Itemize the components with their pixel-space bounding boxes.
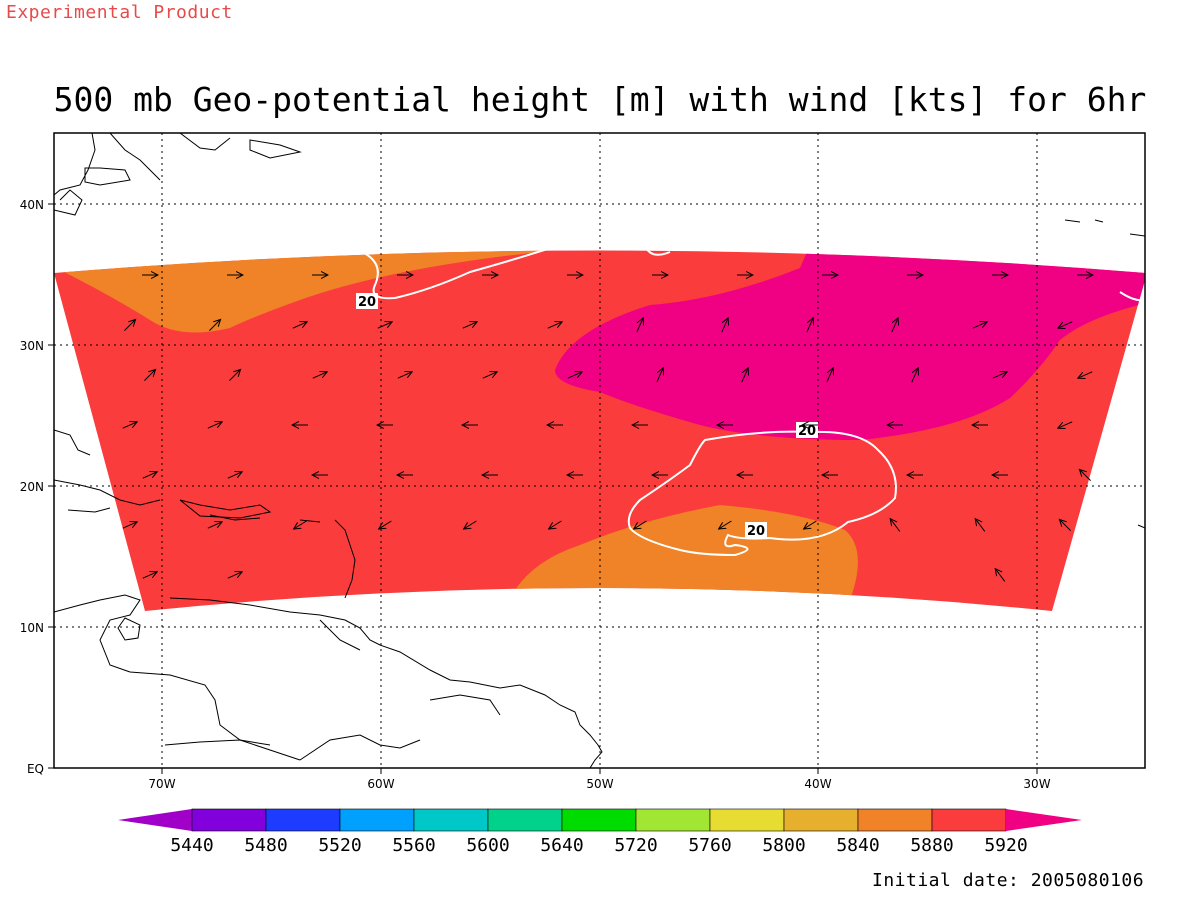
contour-label-text: 20 [747, 524, 765, 539]
colorbar-arrow-right [1006, 809, 1082, 831]
lat-label-20n: 20N [20, 480, 44, 494]
wind-vector [1078, 371, 1093, 378]
wind-vector [464, 520, 477, 529]
colorbar-swatch [931, 808, 1007, 832]
colorbar-swatch [783, 808, 859, 832]
lon-label-30w: 30W [1023, 777, 1050, 791]
lat-label-eq: EQ [27, 762, 44, 776]
contour-label-text: 20 [358, 295, 376, 310]
wind-vector [312, 372, 327, 379]
wind-vector [379, 520, 392, 529]
wind-vector [826, 368, 833, 383]
colorbar-label: 5600 [466, 835, 509, 856]
wind-vector [911, 368, 918, 383]
colorbar-swatch [635, 808, 711, 832]
wind-vector [975, 519, 986, 532]
colorbar-label: 5440 [170, 835, 213, 856]
colorbar-label: 5560 [392, 835, 435, 856]
axis-ticks [48, 203, 1038, 774]
contour-label-text: 20 [798, 424, 816, 439]
wind-vector [995, 569, 1006, 582]
shade-5840-south [515, 505, 858, 600]
colorbar-swatch [191, 808, 267, 832]
wind-vector [294, 520, 307, 529]
colorbar-label: 5800 [762, 835, 805, 856]
colorbar-label: 5520 [318, 835, 361, 856]
colorbar-swatch [413, 808, 489, 832]
colorbar-swatch [561, 808, 637, 832]
lat-label-10n: 10N [20, 621, 44, 635]
wind-vector [1058, 421, 1073, 428]
wind-vector [567, 372, 582, 379]
colorbar-swatch [487, 808, 563, 832]
wind-vector [207, 522, 222, 529]
lon-label-70w: 70W [148, 777, 175, 791]
lon-label-50w: 50W [586, 777, 613, 791]
initial-date: Initial date: 2005080106 [872, 870, 1145, 891]
wind-vector [144, 369, 155, 381]
colorbar-label: 5880 [910, 835, 953, 856]
shade-5960 [555, 250, 1145, 440]
grid-lines [54, 133, 1145, 768]
wind-vector [209, 319, 220, 331]
coastlines [54, 133, 1145, 768]
wind-vector [227, 472, 242, 479]
wind-vector [397, 372, 412, 379]
wind-vector [482, 372, 497, 379]
colorbar: 5440 5480 5520 5560 5600 5640 5720 5760 5800 5840… [118, 808, 1082, 856]
wind-vectors [122, 275, 1093, 582]
colorbar-swatch [857, 808, 933, 832]
wind-vector [972, 322, 987, 329]
colorbar-label: 5640 [540, 835, 583, 856]
colorbar-swatch [339, 808, 415, 832]
colorbar-swatch [265, 808, 341, 832]
colorbar-label: 5480 [244, 835, 287, 856]
experimental-product-label: Experimental Product [6, 2, 233, 23]
wind-vector [656, 368, 663, 383]
wind-vector [1079, 469, 1091, 481]
wind-vector [721, 318, 728, 333]
wind-vector [992, 372, 1007, 379]
wind-speed-contours [359, 244, 1145, 557]
wind-vector [804, 520, 817, 529]
wind-vector [377, 322, 392, 329]
colorbar-swatch [709, 808, 785, 832]
wind-vector [1058, 321, 1073, 328]
lon-label-40w: 40W [804, 777, 831, 791]
wind-vector [142, 572, 157, 579]
wind-vector [890, 519, 901, 532]
wind-vector [891, 318, 898, 333]
colorbar-label: 5840 [836, 835, 879, 856]
contour-label-3: 20 [745, 522, 767, 539]
wind-vector [549, 520, 562, 529]
colorbar-label: 5720 [614, 835, 657, 856]
wind-vector [122, 522, 137, 529]
colorbar-label: 5760 [688, 835, 731, 856]
wind-vector [142, 472, 157, 479]
map-title: 500 mb Geo-potential height [m] with win… [53, 80, 1147, 119]
wind-vector [207, 422, 222, 429]
wind-vector [124, 319, 135, 331]
colorbar-arrow-left [118, 809, 192, 831]
wind-vector [229, 369, 240, 381]
wind-vector [122, 422, 137, 429]
contour-label-1: 20 [356, 293, 378, 310]
colorbar-label: 5920 [984, 835, 1027, 856]
wind-vector [227, 572, 242, 579]
wind-vector [1059, 519, 1071, 531]
wind-vector [462, 322, 477, 329]
lon-label-60w: 60W [367, 777, 394, 791]
lat-label-40n: 40N [20, 198, 44, 212]
wind-vector [634, 520, 647, 529]
wind-vector [547, 322, 562, 329]
wind-vector [806, 318, 813, 333]
wind-vector [292, 322, 307, 329]
wind-vector [741, 368, 748, 383]
wind-vector [636, 318, 643, 333]
geopotential-shading [54, 250, 1145, 611]
lat-label-30n: 30N [20, 339, 44, 353]
wind-vector [719, 520, 732, 529]
